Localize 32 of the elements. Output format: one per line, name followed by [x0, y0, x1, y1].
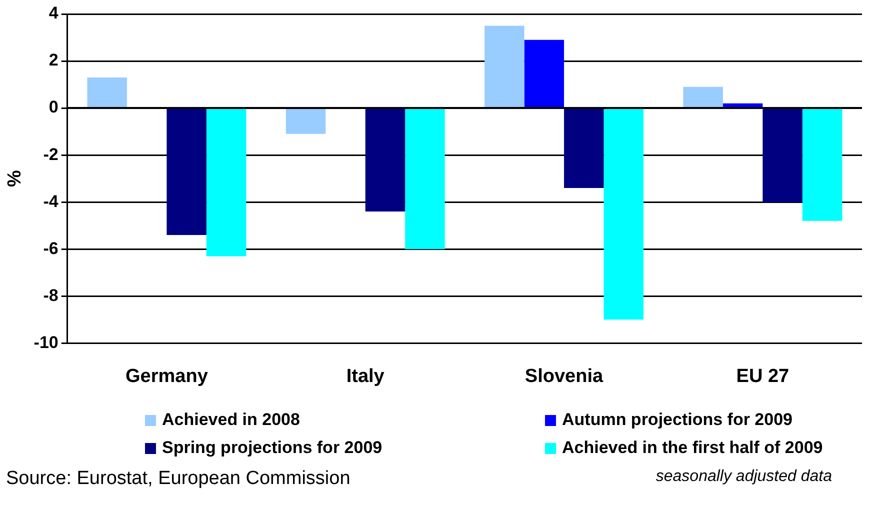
legend-label: Spring projections for 2009: [162, 438, 382, 458]
bar: [87, 77, 127, 108]
x-tick-label: Italy: [346, 366, 385, 387]
bar: [683, 86, 723, 108]
bar: [524, 40, 564, 108]
y-tick-label: -10: [34, 332, 58, 352]
y-tick-label: 0: [48, 98, 58, 117]
text: seasonally adjusted data: [656, 468, 832, 487]
y-tick-label: -6: [43, 238, 58, 258]
legend-label: Autumn projections for 2009: [562, 410, 792, 430]
bar: [365, 108, 406, 212]
source-note: Source: Eurostat, European Commission: [6, 468, 350, 490]
y-tick-label: 4: [48, 4, 59, 23]
y-axis-title: %: [4, 170, 26, 188]
x-tick-label: EU 27: [736, 366, 790, 387]
x-tick-label: Germany: [126, 366, 208, 387]
y-tick-label: 2: [48, 50, 58, 70]
bar: [166, 108, 206, 236]
legend-label: Achieved in the first half of 2009: [562, 438, 823, 458]
bar: [405, 108, 445, 250]
bar: [206, 108, 246, 256]
y-tick-label: -4: [43, 192, 59, 211]
bar: [802, 108, 842, 221]
bar: [762, 108, 802, 202]
bar: [604, 108, 644, 320]
legend-label: Achieved in 2008: [162, 410, 300, 430]
x-tick-label: Slovenia: [524, 366, 604, 387]
bar: [484, 26, 524, 108]
bar: [564, 108, 604, 188]
y-tick-label: -2: [43, 144, 58, 164]
y-tick-label: -8: [43, 286, 58, 305]
bar: [286, 108, 326, 134]
